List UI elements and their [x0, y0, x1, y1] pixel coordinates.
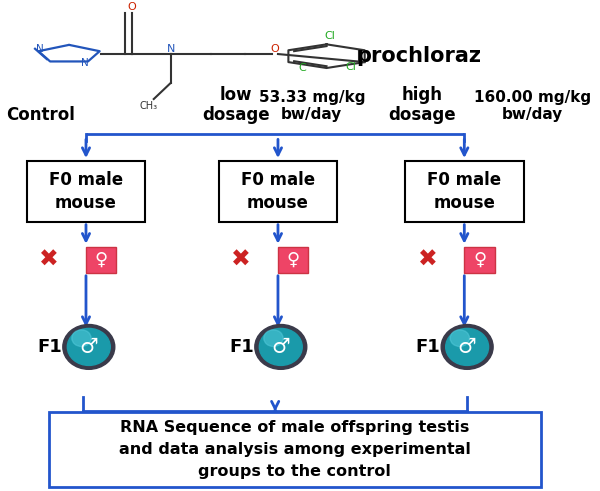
Text: 160.00 mg/kg
bw/day: 160.00 mg/kg bw/day — [473, 89, 590, 122]
Text: high
dosage: high dosage — [388, 85, 456, 124]
FancyBboxPatch shape — [278, 246, 308, 273]
Text: CH₃: CH₃ — [139, 101, 157, 111]
FancyBboxPatch shape — [405, 161, 524, 222]
Text: N: N — [36, 44, 44, 54]
Text: F0 male
mouse: F0 male mouse — [427, 170, 502, 212]
Circle shape — [259, 328, 302, 365]
Circle shape — [72, 330, 91, 347]
Circle shape — [67, 328, 110, 365]
FancyBboxPatch shape — [86, 246, 116, 273]
Circle shape — [255, 325, 307, 369]
Text: N: N — [81, 58, 89, 68]
Circle shape — [63, 325, 115, 369]
Text: ♀: ♀ — [287, 251, 300, 269]
Text: ♂: ♂ — [458, 337, 476, 357]
Text: ✖: ✖ — [40, 248, 59, 272]
FancyBboxPatch shape — [26, 161, 145, 222]
Circle shape — [441, 325, 493, 369]
FancyBboxPatch shape — [49, 411, 541, 487]
Text: Cl: Cl — [345, 62, 356, 72]
Text: ♀: ♀ — [95, 251, 108, 269]
FancyBboxPatch shape — [464, 246, 495, 273]
Text: O: O — [127, 2, 136, 12]
Text: ♀: ♀ — [473, 251, 486, 269]
Text: C: C — [299, 63, 307, 73]
Text: F0 male
mouse: F0 male mouse — [241, 170, 315, 212]
Text: F0 male
mouse: F0 male mouse — [49, 170, 123, 212]
Circle shape — [264, 330, 283, 347]
Circle shape — [446, 328, 488, 365]
Text: RNA Sequence of male offspring testis
and data analysis among experimental
group: RNA Sequence of male offspring testis an… — [119, 420, 471, 479]
Text: 53.33 mg/kg
bw/day: 53.33 mg/kg bw/day — [259, 89, 365, 122]
Text: Cl: Cl — [324, 30, 335, 41]
Text: F1: F1 — [415, 338, 440, 356]
Text: N: N — [166, 44, 175, 54]
Text: ♂: ♂ — [79, 337, 98, 357]
Text: ✖: ✖ — [232, 248, 251, 272]
Circle shape — [450, 330, 469, 347]
Text: ✖: ✖ — [418, 248, 437, 272]
Text: F1: F1 — [37, 338, 62, 356]
Text: ♂: ♂ — [271, 337, 290, 357]
Text: Control: Control — [7, 107, 75, 124]
Text: prochloraz: prochloraz — [356, 46, 482, 66]
FancyBboxPatch shape — [218, 161, 337, 222]
Text: O: O — [271, 44, 280, 54]
Text: F1: F1 — [229, 338, 254, 356]
Text: low
dosage: low dosage — [202, 85, 269, 124]
